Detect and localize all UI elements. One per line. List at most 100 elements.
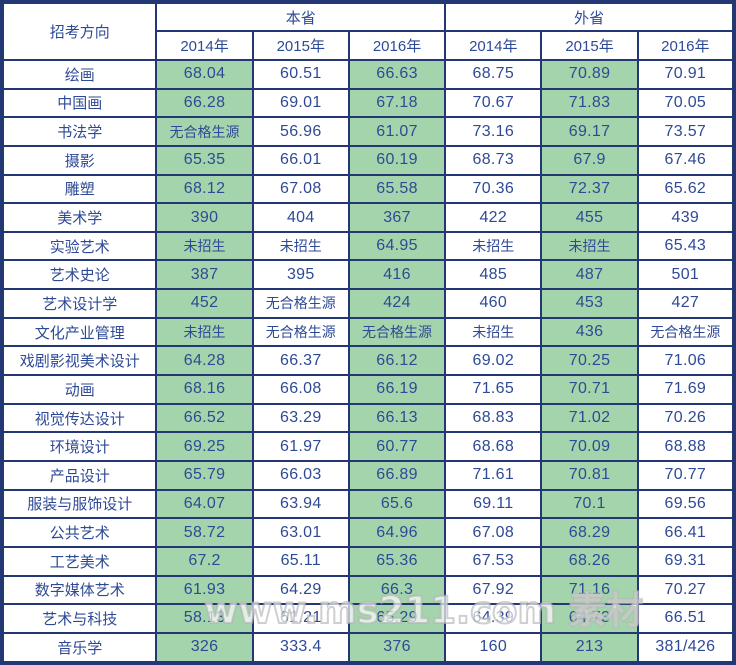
table-row: 公共艺术 58.72 63.01 64.96 67.08 68.29 66.41: [0, 517, 736, 548]
value-cell: 68.73: [444, 144, 543, 176]
row-label: 工艺美术: [0, 545, 158, 577]
value-cell: 452: [155, 288, 254, 319]
value-cell: 160: [444, 631, 543, 665]
value-cell: 68.68: [444, 431, 543, 462]
value-cell: 455: [540, 202, 639, 233]
row-label: 公共艺术: [0, 517, 158, 548]
value-cell: 69.31: [636, 545, 736, 577]
table-row: 数字媒体艺术 61.93 64.29 66.3 67.92 71.16 70.27: [0, 574, 736, 606]
value-cell: 66.03: [251, 459, 350, 491]
value-cell: 66.51: [636, 603, 736, 634]
value-cell: 未招生: [540, 230, 639, 262]
year-header: 2016年: [347, 30, 447, 61]
value-cell: 无合格生源: [251, 288, 350, 319]
row-label: 绘画: [0, 59, 158, 90]
table-row: 视觉传达设计 66.52 63.29 66.13 68.83 71.02 70.26: [0, 402, 736, 434]
value-cell: 64.07: [155, 488, 254, 520]
value-cell: 71.61: [444, 459, 543, 491]
value-cell: 66.52: [155, 402, 254, 434]
value-cell: 69.11: [444, 488, 543, 520]
value-cell: 404: [251, 202, 350, 233]
value-cell: 70.71: [540, 374, 639, 405]
year-header: 2014年: [444, 30, 543, 61]
value-cell: 66.01: [251, 144, 350, 176]
value-cell: 381/426: [636, 631, 736, 665]
table-row: 美术学 390 404 367 422 455 439: [0, 202, 736, 233]
value-cell: 73.16: [444, 116, 543, 147]
row-label: 数字媒体艺术: [0, 574, 158, 606]
value-cell: 64.96: [347, 517, 447, 548]
row-label: 戏剧影视美术设计: [0, 345, 158, 377]
value-cell: 333.4: [251, 631, 350, 665]
value-cell: 66.12: [347, 345, 447, 377]
row-label: 艺术史论: [0, 259, 158, 291]
value-cell: 66.89: [347, 459, 447, 491]
value-cell: 72.37: [540, 173, 639, 205]
row-label: 艺术设计学: [0, 288, 158, 319]
value-cell: 70.91: [636, 59, 736, 90]
value-cell: 66.37: [251, 345, 350, 377]
value-cell: 无合格生源: [155, 116, 254, 147]
value-cell: 65.11: [251, 545, 350, 577]
table-row: 书法学 无合格生源 56.96 61.07 73.16 69.17 73.57: [0, 116, 736, 147]
value-cell: 65.62: [636, 173, 736, 205]
group-header-other-province: 外省: [444, 1, 735, 32]
table-row: 中国画 66.28 69.01 67.18 70.67 71.83 70.05: [0, 87, 736, 119]
year-header: 2016年: [636, 30, 736, 61]
value-cell: 68.75: [444, 59, 543, 90]
table-body: 绘画 68.04 60.51 66.63 68.75 70.89 70.91 中国画 66.28…: [0, 59, 736, 665]
table-row: 环境设计 69.25 61.97 60.77 68.68 70.09 68.88: [0, 431, 736, 462]
value-cell: 未招生: [251, 230, 350, 262]
row-label: 音乐学: [0, 631, 158, 665]
value-cell: 68.12: [155, 173, 254, 205]
value-cell: 71.16: [540, 574, 639, 606]
value-cell: 65.36: [347, 545, 447, 577]
row-label: 动画: [0, 374, 158, 405]
value-cell: 63.29: [251, 402, 350, 434]
table-row: 工艺美术 67.2 65.11 65.36 67.53 68.26 69.31: [0, 545, 736, 577]
value-cell: 71.69: [636, 374, 736, 405]
table-row: 文化产业管理 未招生 无合格生源 无合格生源 未招生 436 无合格生源: [0, 316, 736, 348]
value-cell: 70.26: [636, 402, 736, 434]
row-label: 雕塑: [0, 173, 158, 205]
table-row: 雕塑 68.12 67.08 65.58 70.36 72.37 65.62: [0, 173, 736, 205]
value-cell: 68.88: [636, 431, 736, 462]
value-cell: 64.29: [251, 574, 350, 606]
row-label: 服装与服饰设计: [0, 488, 158, 520]
value-cell: 65.6: [347, 488, 447, 520]
row-label: 视觉传达设计: [0, 402, 158, 434]
value-cell: 69.02: [444, 345, 543, 377]
row-label: 中国画: [0, 87, 158, 119]
value-cell: 376: [347, 631, 447, 665]
table-row: 动画 68.16 66.08 66.19 71.65 70.71 71.69: [0, 374, 736, 405]
value-cell: 68.83: [444, 402, 543, 434]
value-cell: 436: [540, 316, 639, 348]
table-row: 实验艺术 未招生 未招生 64.95 未招生 未招生 65.43: [0, 230, 736, 262]
value-cell: 56.96: [251, 116, 350, 147]
value-cell: 68.29: [540, 517, 639, 548]
value-cell: 65.79: [155, 459, 254, 491]
value-cell: 未招生: [444, 316, 543, 348]
value-cell: 67.2: [155, 545, 254, 577]
value-cell: 60.19: [347, 144, 447, 176]
value-cell: 69.01: [251, 87, 350, 119]
value-cell: 64.28: [155, 345, 254, 377]
row-label: 产品设计: [0, 459, 158, 491]
value-cell: 70.25: [540, 345, 639, 377]
value-cell: 70.67: [444, 87, 543, 119]
row-label: 文化产业管理: [0, 316, 158, 348]
value-cell: 65.43: [636, 230, 736, 262]
value-cell: 422: [444, 202, 543, 233]
table-row: 摄影 65.35 66.01 60.19 68.73 67.9 67.46: [0, 144, 736, 176]
row-label: 环境设计: [0, 431, 158, 462]
value-cell: 61.97: [251, 431, 350, 462]
value-cell: 61.21: [251, 603, 350, 634]
value-cell: 60.51: [251, 59, 350, 90]
value-cell: 66.13: [347, 402, 447, 434]
value-cell: 67.08: [444, 517, 543, 548]
value-cell: 58.72: [155, 517, 254, 548]
value-cell: 70.27: [636, 574, 736, 606]
value-cell: 67.9: [540, 144, 639, 176]
value-cell: 485: [444, 259, 543, 291]
value-cell: 416: [347, 259, 447, 291]
